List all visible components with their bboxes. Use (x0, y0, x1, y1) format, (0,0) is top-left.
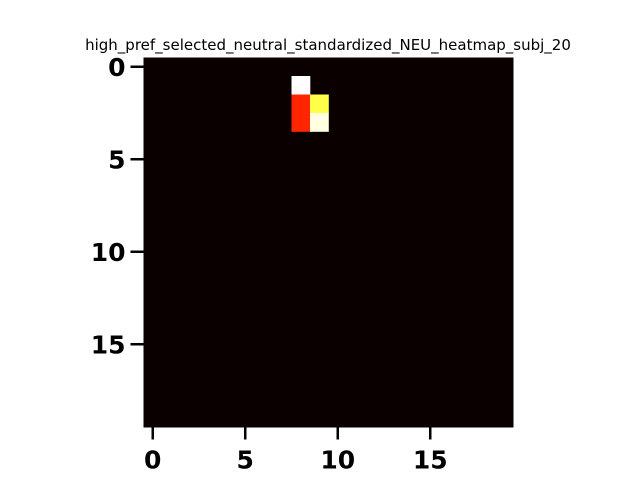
y-tick-label: 0 (108, 53, 125, 82)
x-tick-label: 5 (237, 446, 254, 475)
heatmap-cell (310, 94, 329, 114)
y-tick-label: 15 (91, 330, 126, 359)
heatmap-cell (291, 113, 311, 132)
y-axis: 0 5 10 15 (91, 53, 144, 359)
heatmap-cells (291, 76, 329, 132)
x-tick-label: 0 (144, 446, 161, 475)
heatmap-cell (291, 94, 311, 114)
x-tick-label: 15 (413, 446, 448, 475)
y-tick-label: 5 (108, 145, 125, 174)
x-axis: 0 5 10 15 (144, 427, 448, 475)
heatmap-cell (310, 113, 329, 132)
y-tick-label: 10 (91, 238, 126, 267)
heatmap-cell (291, 76, 311, 95)
chart-title: high_pref_selected_neutral_standardized_… (85, 36, 571, 55)
x-tick-label: 10 (320, 446, 355, 475)
